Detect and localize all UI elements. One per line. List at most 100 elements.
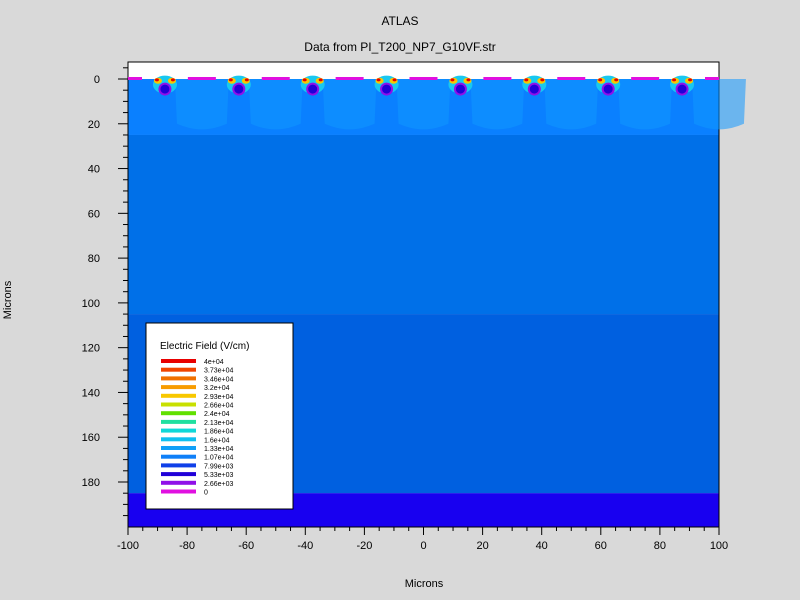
legend-swatch xyxy=(161,472,196,477)
x-tick-label: 20 xyxy=(476,540,488,552)
legend-level-label: 2.66e+04 xyxy=(204,403,233,410)
y-tick-label: 140 xyxy=(82,387,100,399)
y-tick-label: 0 xyxy=(94,74,100,86)
legend-level-label: 7.99e+03 xyxy=(204,463,233,470)
x-tick-label: -40 xyxy=(297,540,313,552)
implant-6 xyxy=(596,75,673,130)
implant-core xyxy=(677,84,687,94)
x-tick-label: 80 xyxy=(654,540,666,552)
legend-swatch xyxy=(161,393,196,398)
field-peak-left xyxy=(228,78,233,82)
field-peak-left xyxy=(524,78,529,82)
y-tick-label: 120 xyxy=(82,343,100,355)
field-peak-right xyxy=(170,78,175,82)
implants xyxy=(152,75,746,130)
depletion-lobe xyxy=(618,79,673,130)
y-tick-label: 180 xyxy=(82,477,100,489)
legend-level-label: 5.33e+03 xyxy=(204,472,233,479)
x-tick-label: 100 xyxy=(710,540,728,552)
field-peak-right xyxy=(244,78,249,82)
x-tick-label: 40 xyxy=(536,540,548,552)
field-peak-left xyxy=(598,78,603,82)
contact-strip-7 xyxy=(631,77,660,80)
implant-core xyxy=(308,84,318,94)
implant-2 xyxy=(300,75,377,130)
contact-strip-1 xyxy=(187,77,216,80)
legend-swatch xyxy=(161,402,196,407)
y-tick-label: 160 xyxy=(82,432,100,444)
field-peak-left xyxy=(376,78,381,82)
legend-level-label: 1.86e+04 xyxy=(204,429,233,436)
implant-5 xyxy=(522,75,599,130)
legend-swatch xyxy=(161,428,196,433)
x-axis-label: Microns xyxy=(404,578,444,590)
legend-swatch xyxy=(161,376,196,381)
contact-strip-0 xyxy=(128,77,142,80)
implant-0 xyxy=(152,75,229,130)
legend-level-label: 2.93e+04 xyxy=(204,394,233,401)
contact-strip-2 xyxy=(261,77,290,80)
chart-title: ATLAS xyxy=(381,14,419,28)
y-tick-label: 40 xyxy=(88,164,100,176)
implant-core xyxy=(455,84,465,94)
legend-level-label: 2.66e+03 xyxy=(204,481,233,488)
legend-swatch xyxy=(161,454,196,459)
depletion-lobe xyxy=(544,79,599,130)
field-peak-left xyxy=(450,78,455,82)
contact-strip-4 xyxy=(409,77,438,80)
legend: Electric Field (V/cm) 4e+04 3.73e+043.46e+… xyxy=(145,322,294,510)
y-tick-label: 80 xyxy=(88,253,100,265)
implant-4 xyxy=(448,75,525,130)
legend-level-label: 3.46e+04 xyxy=(204,376,233,383)
field-peak-right xyxy=(466,78,471,82)
legend-swatch xyxy=(161,419,196,424)
depletion-lobe xyxy=(692,79,746,130)
legend-level-label: 2.13e+04 xyxy=(204,420,233,427)
legend-swatch xyxy=(161,463,196,468)
legend-level-label: 4e+04 xyxy=(204,359,224,366)
contacts xyxy=(128,77,719,80)
y-tick-label: 20 xyxy=(88,119,100,131)
legend-box xyxy=(145,322,294,510)
field-peak-right xyxy=(318,78,323,82)
legend-swatch xyxy=(161,480,196,485)
implant-core xyxy=(234,84,244,94)
x-tick-label: -20 xyxy=(356,540,372,552)
legend-level-label: 0 xyxy=(204,490,208,497)
plot-top-bg xyxy=(128,62,719,79)
implant-core xyxy=(529,84,539,94)
depletion-lobe xyxy=(396,79,451,130)
field-peak-left xyxy=(154,78,159,82)
legend-swatch xyxy=(161,446,196,450)
bulk-upper-region xyxy=(128,134,719,315)
x-tick-label: 0 xyxy=(420,540,426,552)
chart-subtitle: Data from PI_T200_NP7_G10VF.str xyxy=(304,40,496,54)
implant-core xyxy=(382,84,392,94)
legend-swatch xyxy=(161,359,196,363)
implant-1 xyxy=(226,75,303,130)
field-peak-right xyxy=(540,78,545,82)
legend-swatch xyxy=(161,411,196,416)
legend-swatch xyxy=(161,437,196,442)
legend-level-label: 1.33e+04 xyxy=(204,446,233,453)
legend-level-label: 1.07e+04 xyxy=(204,455,233,462)
implant-core xyxy=(603,84,613,94)
legend-swatch xyxy=(161,489,196,494)
depletion-lobe xyxy=(174,79,229,130)
field-peak-left xyxy=(302,78,307,82)
field-peak-right xyxy=(614,78,619,82)
x-axis: -100 -80 -60 -40 -20 0 20 40 60 80 100 xyxy=(117,527,728,552)
y-tick-label: 60 xyxy=(88,208,100,220)
contact-strip-6 xyxy=(557,77,586,80)
legend-swatch xyxy=(161,367,196,372)
x-tick-label: -60 xyxy=(238,540,254,552)
legend-level-label: 3.73e+04 xyxy=(204,368,233,375)
field-peak-right xyxy=(688,78,693,82)
field-peak-right xyxy=(392,78,397,82)
x-tick-label: 60 xyxy=(595,540,607,552)
depletion-lobe xyxy=(248,79,303,130)
y-axis: 0 20 40 60 80 100 120 140 160 180 xyxy=(82,67,128,517)
legend-level-label: 3.2e+04 xyxy=(204,385,230,392)
field-peak-left xyxy=(672,78,677,82)
